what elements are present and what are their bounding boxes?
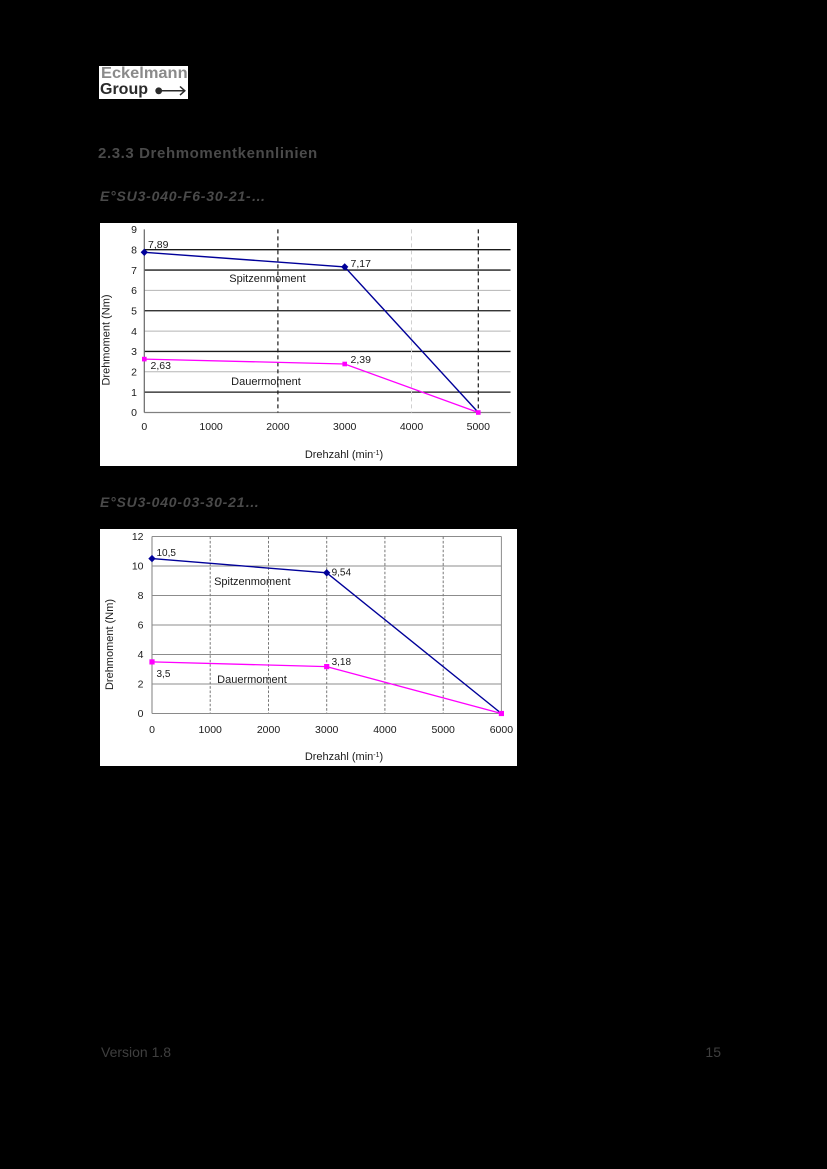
svg-text:5: 5 — [131, 305, 137, 317]
svg-text:4: 4 — [138, 649, 144, 661]
svg-text:1: 1 — [131, 387, 137, 399]
svg-text:0: 0 — [149, 724, 155, 736]
svg-text:4000: 4000 — [373, 724, 397, 736]
svg-text:2: 2 — [131, 367, 137, 379]
svg-text:2000: 2000 — [257, 724, 281, 736]
svg-text:0: 0 — [131, 407, 137, 419]
svg-text:10,5: 10,5 — [157, 548, 177, 559]
svg-text:9: 9 — [131, 224, 137, 236]
svg-text:8: 8 — [138, 590, 144, 602]
svg-text:0: 0 — [138, 708, 144, 720]
svg-text:2: 2 — [138, 679, 144, 691]
svg-text:6000: 6000 — [490, 724, 514, 736]
svg-text:7,17: 7,17 — [351, 258, 372, 270]
svg-text:9,54: 9,54 — [332, 568, 352, 579]
svg-text:0: 0 — [141, 421, 147, 433]
svg-text:1000: 1000 — [199, 421, 223, 433]
svg-text:3,5: 3,5 — [157, 669, 171, 680]
svg-text:Dauermoment: Dauermoment — [231, 376, 301, 388]
svg-text:3000: 3000 — [315, 724, 339, 736]
svg-text:Spitzenmoment: Spitzenmoment — [214, 576, 290, 588]
svg-text:8: 8 — [131, 244, 137, 256]
svg-text:Drehmoment (Nm): Drehmoment (Nm) — [104, 599, 116, 690]
svg-text:7,89: 7,89 — [148, 239, 169, 251]
svg-text:Drehmoment (Nm): Drehmoment (Nm) — [101, 294, 113, 385]
svg-text:3000: 3000 — [333, 421, 357, 433]
svg-text:4: 4 — [131, 326, 137, 338]
svg-text:7: 7 — [131, 265, 137, 277]
svg-text:1000: 1000 — [199, 724, 223, 736]
svg-text:2,39: 2,39 — [351, 354, 372, 366]
svg-text:Drehzahl (min-1): Drehzahl (min-1) — [305, 449, 383, 461]
svg-text:2,63: 2,63 — [151, 360, 172, 372]
svg-text:5000: 5000 — [467, 421, 491, 433]
svg-text:3,18: 3,18 — [332, 657, 352, 668]
svg-text:4000: 4000 — [400, 421, 424, 433]
svg-text:10: 10 — [132, 561, 144, 573]
svg-text:12: 12 — [132, 531, 144, 543]
svg-text:3: 3 — [131, 346, 137, 358]
svg-text:6: 6 — [138, 620, 144, 632]
svg-text:Dauermoment: Dauermoment — [217, 674, 287, 686]
svg-text:Spitzenmoment: Spitzenmoment — [229, 273, 305, 285]
svg-text:2000: 2000 — [266, 421, 290, 433]
svg-text:Drehzahl (min-1): Drehzahl (min-1) — [305, 751, 383, 763]
svg-text:6: 6 — [131, 285, 137, 297]
svg-text:5000: 5000 — [432, 724, 456, 736]
